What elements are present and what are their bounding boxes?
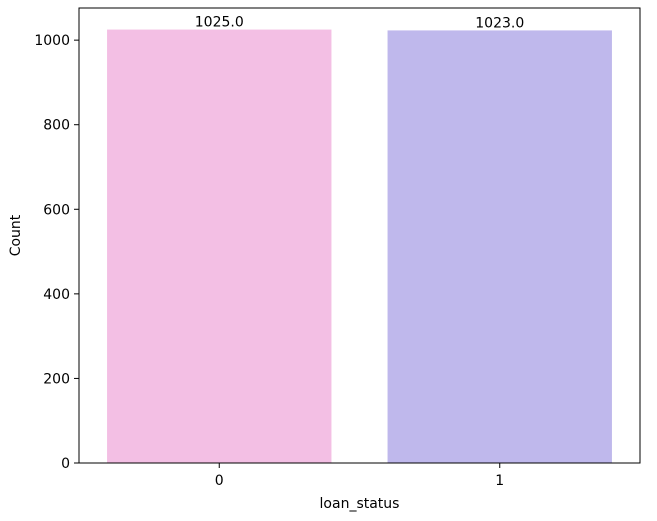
axes-frame: [78, 7, 641, 464]
x-tick-label-1: 1: [495, 473, 504, 489]
data-label-0: 1025.0: [195, 15, 244, 31]
x-tick-label-0: 0: [215, 473, 224, 489]
y-tick-label-400: 400: [43, 287, 70, 303]
y-axis-label: Count: [8, 214, 24, 256]
x-axis-label: loan_status: [320, 496, 400, 512]
y-tick-label-600: 600: [43, 202, 70, 218]
y-tick-label-0: 0: [61, 456, 70, 472]
bar-1: [387, 30, 612, 463]
y-axis: 0 200 400 600 800 1000: [34, 33, 79, 472]
bar-0: [107, 29, 332, 463]
y-tick-label-1000: 1000: [34, 33, 70, 49]
y-tick-label-800: 800: [43, 118, 70, 134]
y-tick-label-200: 200: [43, 371, 70, 387]
data-label-1: 1023.0: [475, 15, 524, 31]
bars: [107, 29, 612, 463]
data-labels: 1025.0 1023.0: [195, 15, 525, 32]
